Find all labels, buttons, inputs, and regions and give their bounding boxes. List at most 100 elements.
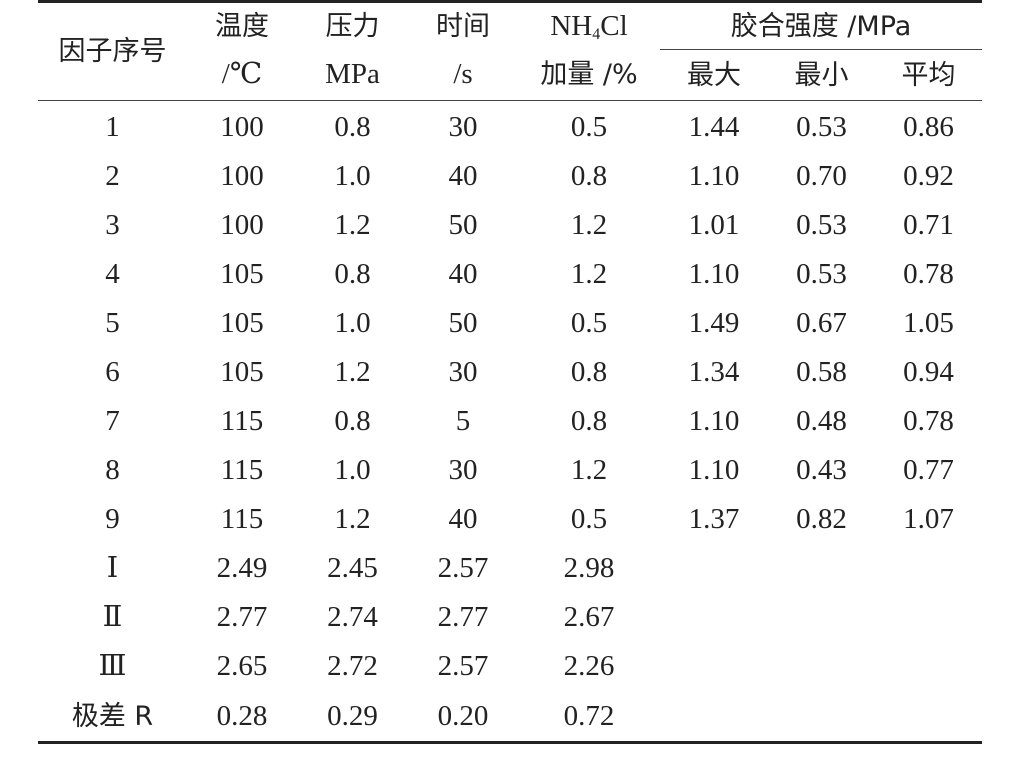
time-cell: 50 [448,307,478,339]
min-cell [768,642,875,691]
temperature-cell: 100 [220,160,264,192]
factor-cell: 5 [105,307,120,339]
factor-cell: 8 [105,454,120,486]
min-cell: 0.82 [796,503,847,535]
factor-cell: 3 [105,209,120,241]
nh4cl-cell: 0.5 [570,111,608,143]
min-cell: 0.53 [796,258,847,290]
factor-cell: Ⅰ [106,552,119,584]
factor-cell: 4 [105,258,120,290]
avg-cell [875,642,982,691]
table-header: 因子序号 温度 压力 时间 NH4Cl 胶合强度 /MPa /℃ MPa /s … [38,0,983,101]
nh4cl-subscript: 4 [592,25,601,43]
max-cell: 1.10 [688,454,740,486]
avg-cell: 0.78 [903,258,954,290]
table-row: Ⅱ 2.77 2.74 2.77 2.67 [38,593,982,642]
time-cell: 30 [448,454,478,486]
min-cell: 0.43 [796,454,847,486]
nh4cl-cell: 0.5 [570,307,608,339]
avg-cell: 0.94 [903,356,954,388]
factor-cell: Ⅱ [102,601,123,633]
temperature-cell: 105 [220,356,264,388]
temperature-cell: 100 [220,111,264,143]
pressure-cell: 1.2 [334,356,371,388]
table-row: Ⅲ 2.65 2.72 2.57 2.26 [38,642,982,691]
max-cell: 1.01 [688,209,740,241]
pressure-cell: 1.2 [334,209,371,241]
avg-cell: 1.07 [903,503,954,535]
min-header: 最小 [768,49,875,101]
orthogonal-test-table: 因子序号 温度 压力 时间 NH4Cl 胶合强度 /MPa /℃ MPa /s … [38,0,983,744]
max-cell [660,593,768,642]
pressure-cell: 1.0 [334,307,371,339]
max-cell: 1.44 [688,111,740,143]
time-header-top: 时间 [408,0,518,50]
factor-cell: 1 [105,111,120,143]
time-cell: 40 [448,258,478,290]
pressure-cell: 2.74 [327,601,378,633]
temperature-cell: 115 [220,503,264,535]
nh4cl-cell: 2.26 [563,650,615,682]
avg-cell: 0.78 [903,405,954,437]
nh4cl-header-top: NH4Cl [518,0,660,50]
header-row-bottom: /℃ MPa /s 加量 /% 最大 最小 平均 [38,49,983,101]
avg-cell: 0.86 [903,111,954,143]
avg-cell [875,544,982,593]
nh4cl-cell: 2.98 [563,552,615,584]
time-cell: 30 [448,111,478,143]
nh4cl-cell: 1.2 [570,258,608,290]
pressure-cell: 1.0 [334,160,371,192]
temperature-cell: 105 [220,258,264,290]
factor-cell: 6 [105,356,120,388]
nh4cl-cell: 0.8 [570,405,608,437]
factor-cell: 极差 R [38,691,187,744]
min-cell: 0.70 [796,160,847,192]
temperature-cell: 115 [220,454,264,486]
min-cell: 0.53 [796,111,847,143]
table-row: 2 100 1.0 40 0.8 1.10 0.70 0.92 [38,152,982,201]
temperature-cell: 2.49 [216,552,268,584]
table-row: Ⅰ 2.49 2.45 2.57 2.98 [38,544,982,593]
time-cell: 40 [448,160,478,192]
min-cell: 0.67 [796,307,847,339]
min-cell [768,593,875,642]
nh4cl-cell: 1.2 [570,209,608,241]
nh4cl-cell: 2.67 [563,601,615,633]
pressure-cell: 0.8 [334,258,371,290]
factor-cell: 2 [105,160,120,192]
avg-cell: 0.77 [903,454,954,486]
nh4cl-cell: 0.8 [570,356,608,388]
factor-header: 因子序号 [38,0,187,101]
time-cell: 2.77 [437,601,489,633]
avg-cell: 0.92 [903,160,954,192]
pressure-cell: 1.2 [334,503,371,535]
pressure-unit: MPa [297,49,408,101]
min-cell: 0.58 [796,356,847,388]
temperature-header-top: 温度 [187,0,297,50]
max-cell: 1.37 [688,503,740,535]
temperature-cell: 105 [220,307,264,339]
temperature-cell: 115 [220,405,264,437]
time-cell: 5 [455,405,471,437]
table-row: 8 115 1.0 30 1.2 1.10 0.43 0.77 [38,446,982,495]
table-row: 7 115 0.8 5 0.8 1.10 0.48 0.78 [38,397,982,446]
table-row: 1 100 0.8 30 0.5 1.44 0.53 0.86 [38,101,982,153]
pressure-cell: 2.72 [327,650,378,682]
max-cell: 1.49 [688,307,740,339]
avg-cell [875,593,982,642]
nh4cl-prefix: NH [550,9,593,42]
max-cell: 1.10 [688,405,740,437]
temperature-cell: 100 [220,209,264,241]
table-row: 5 105 1.0 50 0.5 1.49 0.67 1.05 [38,299,982,348]
nh4cl-unit: 加量 /% [518,49,660,101]
time-cell: 30 [448,356,478,388]
pressure-cell: 2.45 [327,552,378,584]
temperature-cell: 2.65 [216,650,268,682]
pressure-header-top: 压力 [297,0,408,50]
pressure-cell: 1.0 [334,454,371,486]
max-cell [660,642,768,691]
max-cell [660,691,768,744]
temperature-cell: 2.77 [216,601,268,633]
table-row: 极差 R 0.28 0.29 0.20 0.72 [38,691,983,744]
factor-cell: 9 [105,503,120,535]
